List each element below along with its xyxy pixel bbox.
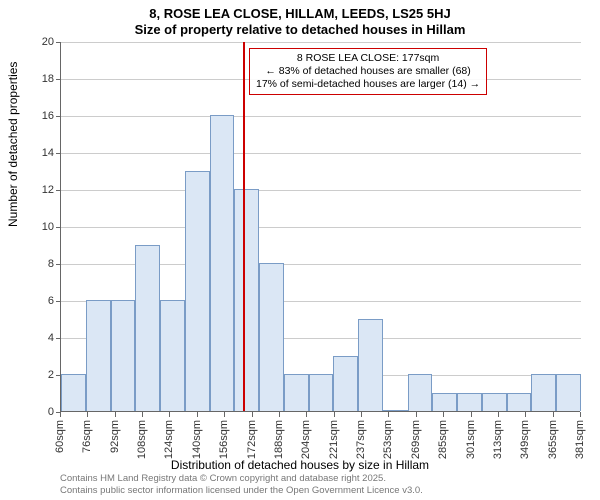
histogram-bar: [135, 245, 160, 412]
xtick-mark: [224, 412, 225, 417]
ytick-label: 8: [48, 258, 54, 270]
xtick-mark: [388, 412, 389, 417]
xtick-mark: [525, 412, 526, 417]
anno-line: 8 ROSE LEA CLOSE: 177sqm: [256, 52, 480, 65]
histogram-bar: [284, 374, 309, 411]
ytick-label: 14: [42, 147, 54, 159]
ytick-mark: [56, 190, 61, 191]
histogram-bar: [210, 115, 235, 411]
histogram-bar: [160, 300, 185, 411]
histogram-bar: [383, 410, 408, 411]
ytick-mark: [56, 301, 61, 302]
xtick-mark: [416, 412, 417, 417]
xtick-mark: [279, 412, 280, 417]
histogram-bar: [185, 171, 210, 412]
ytick-mark: [56, 338, 61, 339]
xtick-label: 301sqm: [465, 420, 477, 459]
xtick-label: 124sqm: [163, 420, 175, 459]
property-marker-line: [243, 42, 245, 411]
ytick-label: 0: [48, 406, 54, 418]
histogram-bar: [408, 374, 433, 411]
xtick-label: 365sqm: [547, 420, 559, 459]
xtick-mark: [553, 412, 554, 417]
histogram-bar: [259, 263, 284, 411]
ytick-mark: [56, 227, 61, 228]
xtick-mark: [361, 412, 362, 417]
y-axis-label: Number of detached properties: [6, 62, 20, 227]
xtick-label: 221sqm: [328, 420, 340, 459]
histogram-bar: [482, 393, 507, 412]
histogram-bar: [358, 319, 383, 412]
xtick-label: 92sqm: [109, 420, 121, 453]
xtick-mark: [471, 412, 472, 417]
xtick-label: 188sqm: [273, 420, 285, 459]
gridline: [61, 227, 581, 228]
xtick-label: 269sqm: [410, 420, 422, 459]
histogram-bar: [432, 393, 457, 412]
ytick-label: 16: [42, 110, 54, 122]
histogram-bar: [86, 300, 111, 411]
chart-title-address: 8, ROSE LEA CLOSE, HILLAM, LEEDS, LS25 5…: [0, 6, 600, 21]
xtick-mark: [334, 412, 335, 417]
xtick-mark: [443, 412, 444, 417]
xtick-mark: [580, 412, 581, 417]
ytick-mark: [56, 153, 61, 154]
xtick-mark: [169, 412, 170, 417]
gridline: [61, 42, 581, 43]
xtick-mark: [87, 412, 88, 417]
histogram-bar: [333, 356, 358, 412]
anno-line: ← 83% of detached houses are smaller (68…: [256, 65, 480, 78]
histogram-bar: [234, 189, 259, 411]
xtick-label: 204sqm: [300, 420, 312, 459]
histogram-bar: [309, 374, 334, 411]
xtick-label: 253sqm: [382, 420, 394, 459]
gridline: [61, 153, 581, 154]
xtick-label: 108sqm: [136, 420, 148, 459]
histogram-bar: [61, 374, 86, 411]
attribution-text: Contains HM Land Registry data © Crown c…: [60, 473, 423, 496]
ytick-label: 2: [48, 369, 54, 381]
x-axis-label: Distribution of detached houses by size …: [0, 458, 600, 472]
xtick-label: 156sqm: [218, 420, 230, 459]
xtick-label: 285sqm: [437, 420, 449, 459]
ytick-label: 10: [42, 221, 54, 233]
ytick-label: 12: [42, 184, 54, 196]
histogram-bar: [457, 393, 482, 412]
xtick-mark: [498, 412, 499, 417]
xtick-label: 349sqm: [519, 420, 531, 459]
ytick-mark: [56, 42, 61, 43]
plot-area: 8 ROSE LEA CLOSE: 177sqm← 83% of detache…: [60, 42, 580, 412]
xtick-mark: [306, 412, 307, 417]
histogram-bar: [111, 300, 136, 411]
xtick-mark: [60, 412, 61, 417]
xtick-label: 172sqm: [246, 420, 258, 459]
annotation-box: 8 ROSE LEA CLOSE: 177sqm← 83% of detache…: [249, 48, 487, 95]
ytick-label: 4: [48, 332, 54, 344]
ytick-label: 6: [48, 295, 54, 307]
ytick-mark: [56, 264, 61, 265]
ytick-mark: [56, 116, 61, 117]
xtick-label: 60sqm: [54, 420, 66, 453]
histogram-bar: [531, 374, 556, 411]
xtick-label: 237sqm: [355, 420, 367, 459]
histogram-bar: [556, 374, 581, 411]
ytick-mark: [56, 79, 61, 80]
chart-title-desc: Size of property relative to detached ho…: [0, 22, 600, 37]
xtick-label: 313sqm: [492, 420, 504, 459]
ytick-label: 18: [42, 73, 54, 85]
xtick-mark: [142, 412, 143, 417]
xtick-mark: [115, 412, 116, 417]
ytick-label: 20: [42, 36, 54, 48]
xtick-label: 76sqm: [81, 420, 93, 453]
gridline: [61, 116, 581, 117]
histogram-chart: 8, ROSE LEA CLOSE, HILLAM, LEEDS, LS25 5…: [0, 0, 600, 500]
histogram-bar: [507, 393, 532, 412]
anno-line: 17% of semi-detached houses are larger (…: [256, 78, 480, 91]
xtick-label: 140sqm: [191, 420, 203, 459]
gridline: [61, 190, 581, 191]
xtick-mark: [197, 412, 198, 417]
xtick-label: 381sqm: [574, 420, 586, 459]
xtick-mark: [252, 412, 253, 417]
